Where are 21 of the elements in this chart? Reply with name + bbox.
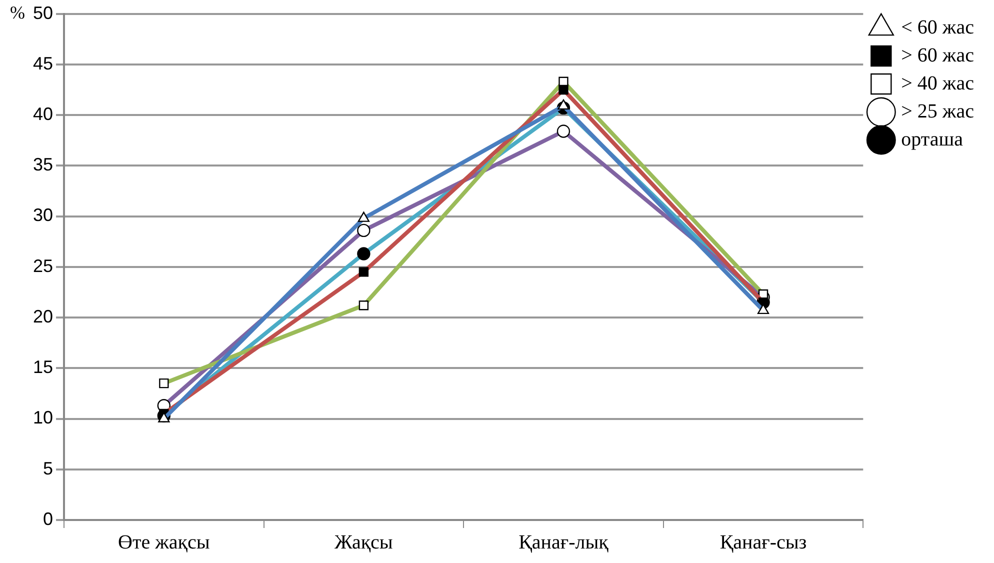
y-tick-label: 45 [32,53,54,74]
y-tick-label: 0 [43,508,54,529]
legend-label: > 25 жас [901,100,974,122]
legend-label: < 60 жас [901,16,974,38]
legend-label: > 60 жас [901,44,974,66]
x-tick-label: Өте жақсы [118,531,210,554]
x-tick-label: Қанағ-сыз [720,531,807,554]
y-axis-title: % [10,2,25,23]
y-tick-label: 25 [32,256,54,276]
legend-label: орташа [901,128,964,150]
y-tick-label: 35 [32,154,54,175]
y-tick-label: 30 [32,205,54,226]
x-tick-label: Қанағ-лық [518,531,609,554]
y-tick-label: 10 [32,408,54,428]
y-tick-label: 40 [32,104,54,124]
legend-label: > 40 жас [901,72,974,94]
y-tick-label: 50 [32,2,54,23]
x-tick-label: Жақсы [334,531,393,554]
y-tick-label: 20 [32,306,54,326]
y-tick-label: 15 [32,357,54,378]
y-tick-label: 5 [43,458,54,478]
